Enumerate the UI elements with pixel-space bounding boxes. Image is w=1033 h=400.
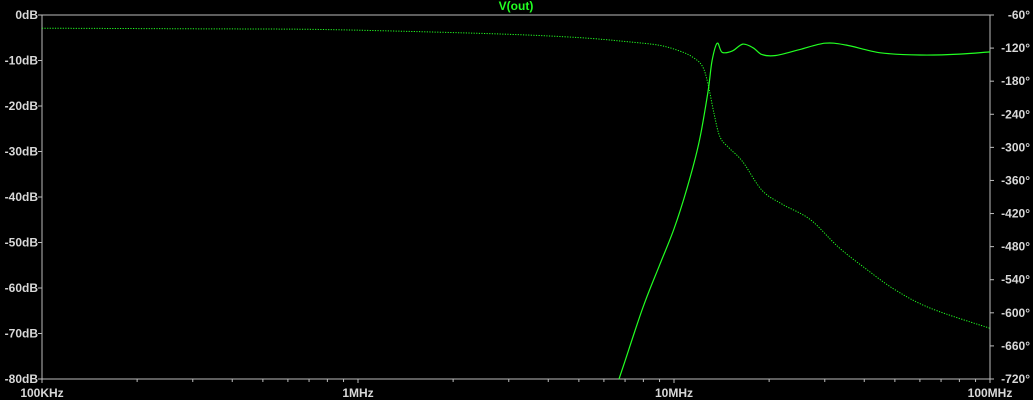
x-tick-label: 100KHz xyxy=(20,386,63,400)
right-tick-label: -600° xyxy=(1001,306,1030,320)
right-tick-label: -420° xyxy=(1001,207,1030,221)
right-axis-labels: -60° -120° -180° -240° -300° -360° -420° -480° -… xyxy=(1001,8,1030,386)
left-tick-label: -30dB xyxy=(5,145,39,159)
x-tick-label: 10MHz xyxy=(655,386,693,400)
left-tick-label: 0dB xyxy=(15,8,38,22)
right-tick-label: -360° xyxy=(1001,173,1030,187)
right-tick-label: -540° xyxy=(1001,273,1030,287)
left-tick-label: -80dB xyxy=(5,372,39,386)
right-tick-label: -180° xyxy=(1001,74,1030,88)
right-tick-label: -60° xyxy=(1008,8,1030,22)
x-tick-label: 1MHz xyxy=(342,386,373,400)
chart-title: V(out) xyxy=(499,0,534,13)
right-tick-label: -660° xyxy=(1001,339,1030,353)
right-tick-label: -240° xyxy=(1001,107,1030,121)
left-axis-labels: 0dB -10dB -20dB -30dB -40dB -50dB -60dB -70dB -8… xyxy=(5,8,39,386)
plot-frame xyxy=(41,14,991,380)
series-layer xyxy=(41,27,991,380)
left-tick-label: -10dB xyxy=(5,54,39,68)
right-tick-label: -300° xyxy=(1001,140,1030,154)
x-tick-label: 100MHz xyxy=(968,386,1013,400)
left-tick-label: -70dB xyxy=(5,327,39,341)
right-tick-label: -120° xyxy=(1001,41,1030,55)
phase-line xyxy=(41,27,991,329)
left-tick-label: -60dB xyxy=(5,281,39,295)
axis-ticks xyxy=(38,14,994,383)
magnitude-line xyxy=(618,42,991,380)
left-tick-label: -20dB xyxy=(5,99,39,113)
left-tick-label: -50dB xyxy=(5,236,39,250)
right-tick-label: -480° xyxy=(1001,240,1030,254)
right-tick-label: -720° xyxy=(1001,372,1030,386)
left-tick-label: -40dB xyxy=(5,190,39,204)
x-axis-labels: 100KHz 1MHz 10MHz 100MHz xyxy=(20,386,1012,400)
